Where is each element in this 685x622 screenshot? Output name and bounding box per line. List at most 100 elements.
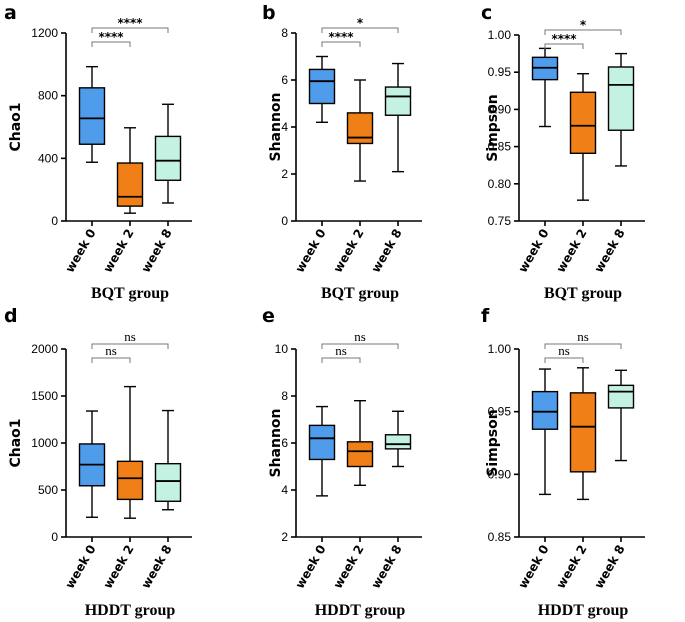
y-tick-label: 0.95 bbox=[488, 405, 512, 419]
panel-letter: a bbox=[4, 2, 17, 24]
y-tick-label: 0.80 bbox=[488, 177, 512, 191]
y-tick-label: 2000 bbox=[31, 342, 58, 356]
y-tick-label: 1000 bbox=[31, 436, 58, 450]
panel-b: b Shannon 0 2 4 6 8 week 0 week 2 week 8 ***** BQT … bbox=[262, 2, 422, 302]
significance-label: **** bbox=[328, 30, 354, 44]
y-tick-label: 0.85 bbox=[488, 530, 512, 544]
y-tick-label: 6 bbox=[281, 73, 288, 87]
x-tick-label: week 0 bbox=[516, 543, 552, 591]
bracket-line bbox=[91, 41, 131, 47]
y-tick-label: 0.85 bbox=[488, 140, 512, 154]
iqr-box bbox=[384, 434, 412, 450]
significance-label: * bbox=[580, 18, 587, 32]
bracket-line bbox=[91, 27, 169, 33]
iqr-box bbox=[116, 162, 144, 207]
x-tick-label: week 0 bbox=[63, 227, 99, 275]
x-tick-label: week 8 bbox=[139, 543, 175, 591]
y-tick-label: 0.90 bbox=[488, 467, 512, 481]
box-week-0 bbox=[308, 55, 336, 124]
panel-d: d Chao1 0 500 1000 1500 2000 week 0 week 2 week 8… bbox=[4, 305, 192, 619]
x-tick-label: week 2 bbox=[554, 543, 590, 591]
significance-label: ns bbox=[335, 343, 347, 358]
bracket-line bbox=[321, 27, 399, 33]
y-tick-label: 0 bbox=[51, 530, 58, 544]
bracket-line bbox=[91, 343, 169, 349]
x-tick-label: week 2 bbox=[554, 227, 590, 275]
iqr-box bbox=[116, 460, 144, 501]
significance-label: ns bbox=[558, 343, 570, 358]
y-tick-label: 8 bbox=[281, 389, 288, 403]
box-week-2 bbox=[116, 127, 144, 214]
y-axis-label: Shannon bbox=[268, 92, 284, 161]
box-week-2 bbox=[346, 79, 374, 182]
box-week-8 bbox=[154, 409, 182, 511]
x-tick-label: week 0 bbox=[516, 227, 552, 275]
box-week-0 bbox=[531, 368, 559, 496]
group-title: HDDT group bbox=[538, 602, 629, 619]
y-tick-label: 800 bbox=[38, 89, 58, 103]
box-week-0 bbox=[78, 410, 106, 518]
box-week-0 bbox=[78, 65, 106, 163]
bracket-line bbox=[544, 29, 622, 35]
y-tick-label: 1500 bbox=[31, 389, 58, 403]
significance-bracket: ns bbox=[544, 343, 584, 363]
significance-bracket: * bbox=[544, 18, 622, 35]
y-axis-label: Simpson bbox=[485, 409, 501, 476]
iqr-box bbox=[384, 86, 412, 116]
panel-letter: d bbox=[4, 305, 18, 327]
iqr-box bbox=[531, 390, 559, 430]
box-week-8 bbox=[607, 369, 635, 462]
y-tick-label: 8 bbox=[281, 26, 288, 40]
y-tick-label: 4 bbox=[281, 120, 288, 134]
significance-bracket: **** bbox=[321, 30, 361, 47]
y-tick-label: 4 bbox=[281, 483, 288, 497]
x-tick-label: week 0 bbox=[63, 543, 99, 591]
y-tick-label: 500 bbox=[38, 483, 58, 497]
bracket-line bbox=[544, 43, 584, 49]
significance-label: ns bbox=[577, 329, 589, 344]
panel-letter: c bbox=[481, 2, 492, 24]
bracket-line bbox=[544, 357, 584, 363]
bracket-line bbox=[321, 41, 361, 47]
y-axis-label: Chao1 bbox=[8, 102, 24, 151]
y-axis-label: Chao1 bbox=[8, 418, 24, 467]
y-tick-label: 1200 bbox=[31, 26, 58, 40]
significance-bracket: ns bbox=[321, 329, 399, 349]
group-title: HDDT group bbox=[85, 602, 176, 619]
group-title: BQT group bbox=[544, 285, 622, 302]
group-title: HDDT group bbox=[315, 602, 406, 619]
y-tick-label: 0.95 bbox=[488, 65, 512, 79]
box-week-0 bbox=[531, 47, 559, 128]
iqr-box bbox=[607, 384, 635, 409]
significance-bracket: ns bbox=[91, 343, 131, 363]
iqr-box bbox=[308, 424, 336, 461]
panel-f: f Simpson 0.85 0.90 0.95 1.00 week 0 week 2 week… bbox=[481, 305, 645, 619]
x-tick-label: week 8 bbox=[139, 227, 175, 275]
group-title: BQT group bbox=[321, 285, 399, 302]
panel-letter: e bbox=[262, 305, 275, 327]
box-week-8 bbox=[384, 410, 412, 468]
iqr-box bbox=[308, 68, 336, 105]
significance-label: ns bbox=[354, 329, 366, 344]
x-tick-label: week 2 bbox=[331, 543, 367, 591]
bracket-line bbox=[321, 343, 399, 349]
significance-bracket: ns bbox=[91, 329, 169, 349]
y-tick-label: 2 bbox=[281, 530, 288, 544]
iqr-box bbox=[346, 441, 374, 468]
box-week-8 bbox=[154, 103, 182, 204]
y-tick-label: 0.75 bbox=[488, 214, 512, 228]
significance-bracket: ns bbox=[321, 343, 361, 363]
x-tick-label: week 8 bbox=[592, 227, 628, 275]
box-week-8 bbox=[384, 62, 412, 173]
box-week-2 bbox=[116, 385, 144, 519]
y-tick-label: 0 bbox=[281, 214, 288, 228]
x-tick-label: week 0 bbox=[293, 543, 329, 591]
significance-label: ns bbox=[105, 343, 117, 358]
box-week-0 bbox=[308, 405, 336, 497]
x-tick-label: week 2 bbox=[331, 227, 367, 275]
y-axis-label: Simpson bbox=[485, 94, 501, 161]
significance-bracket: ns bbox=[544, 329, 622, 349]
y-tick-label: 10 bbox=[275, 342, 289, 356]
